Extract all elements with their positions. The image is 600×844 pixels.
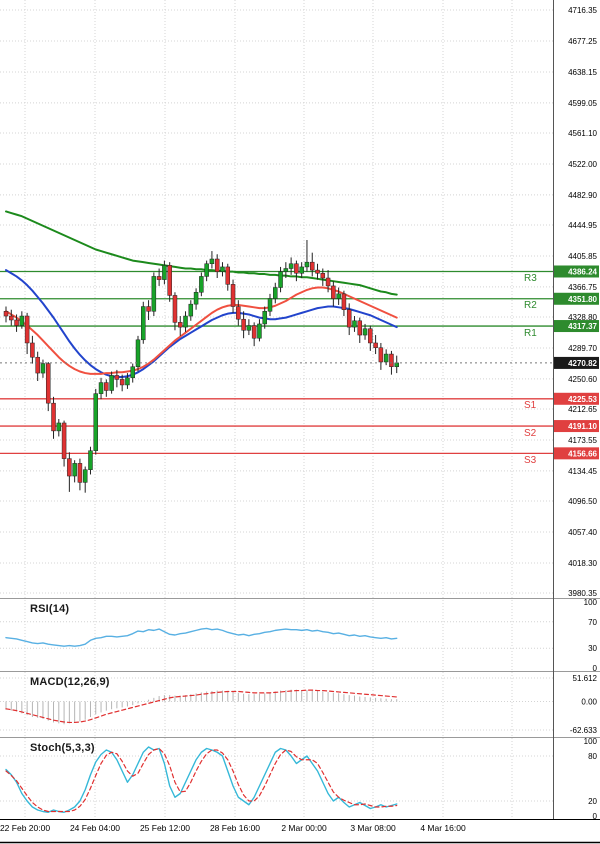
svg-text:4405.85: 4405.85 — [568, 252, 597, 261]
svg-text:4096.50: 4096.50 — [568, 497, 597, 506]
svg-text:4156.66: 4156.66 — [568, 449, 597, 458]
rsi-title: RSI(14) — [30, 603, 70, 615]
svg-text:4366.75: 4366.75 — [568, 283, 597, 292]
svg-text:4250.60: 4250.60 — [568, 375, 597, 384]
resistance-label-r3: R3 — [524, 273, 537, 284]
svg-text:4599.05: 4599.05 — [568, 99, 597, 108]
svg-text:4018.30: 4018.30 — [568, 559, 597, 568]
svg-text:4191.10: 4191.10 — [568, 422, 597, 431]
stoch-title: Stoch(5,3,3) — [30, 742, 95, 754]
svg-text:4057.40: 4057.40 — [568, 528, 597, 537]
svg-text:22 Feb 20:00: 22 Feb 20:00 — [0, 823, 50, 833]
svg-text:100: 100 — [584, 737, 598, 746]
resistance-label-r2: R2 — [524, 300, 537, 311]
svg-text:4328.80: 4328.80 — [568, 313, 597, 322]
svg-text:30: 30 — [588, 644, 597, 653]
svg-text:4386.24: 4386.24 — [568, 267, 597, 276]
svg-text:4212.65: 4212.65 — [568, 405, 597, 414]
svg-text:4444.95: 4444.95 — [568, 221, 597, 230]
svg-text:24 Feb 04:00: 24 Feb 04:00 — [70, 823, 120, 833]
svg-text:4561.10: 4561.10 — [568, 129, 597, 138]
svg-text:25 Feb 12:00: 25 Feb 12:00 — [140, 823, 190, 833]
support-label-s2: S2 — [524, 428, 537, 439]
svg-text:4716.35: 4716.35 — [568, 6, 597, 15]
svg-text:4173.55: 4173.55 — [568, 436, 597, 445]
support-label-s1: S1 — [524, 400, 537, 411]
svg-text:4677.25: 4677.25 — [568, 37, 597, 46]
svg-text:0: 0 — [593, 812, 598, 821]
macd-title: MACD(12,26,9) — [30, 676, 110, 688]
svg-text:2 Mar 00:00: 2 Mar 00:00 — [281, 823, 327, 833]
svg-text:80: 80 — [588, 752, 597, 761]
svg-text:0.00: 0.00 — [581, 698, 597, 707]
svg-text:3980.35: 3980.35 — [568, 589, 597, 598]
svg-text:-62.633: -62.633 — [570, 726, 598, 735]
svg-text:4225.53: 4225.53 — [568, 395, 597, 404]
svg-text:4351.80: 4351.80 — [568, 295, 597, 304]
svg-text:28 Feb 16:00: 28 Feb 16:00 — [210, 823, 260, 833]
svg-text:100: 100 — [584, 598, 598, 607]
svg-text:4522.00: 4522.00 — [568, 160, 597, 169]
resistance-label-r1: R1 — [524, 328, 537, 339]
svg-text:4638.15: 4638.15 — [568, 68, 597, 77]
svg-text:51.612: 51.612 — [573, 674, 598, 683]
svg-text:4482.90: 4482.90 — [568, 191, 597, 200]
svg-text:4134.45: 4134.45 — [568, 467, 597, 476]
svg-text:20: 20 — [588, 797, 597, 806]
svg-text:3 Mar 08:00: 3 Mar 08:00 — [350, 823, 396, 833]
svg-text:4 Mar 16:00: 4 Mar 16:00 — [420, 823, 466, 833]
svg-text:70: 70 — [588, 618, 597, 627]
svg-text:4270.82: 4270.82 — [568, 359, 597, 368]
svg-text:4289.70: 4289.70 — [568, 344, 597, 353]
svg-text:4317.37: 4317.37 — [568, 322, 597, 331]
svg-text:0: 0 — [593, 664, 598, 673]
support-label-s3: S3 — [524, 455, 537, 466]
